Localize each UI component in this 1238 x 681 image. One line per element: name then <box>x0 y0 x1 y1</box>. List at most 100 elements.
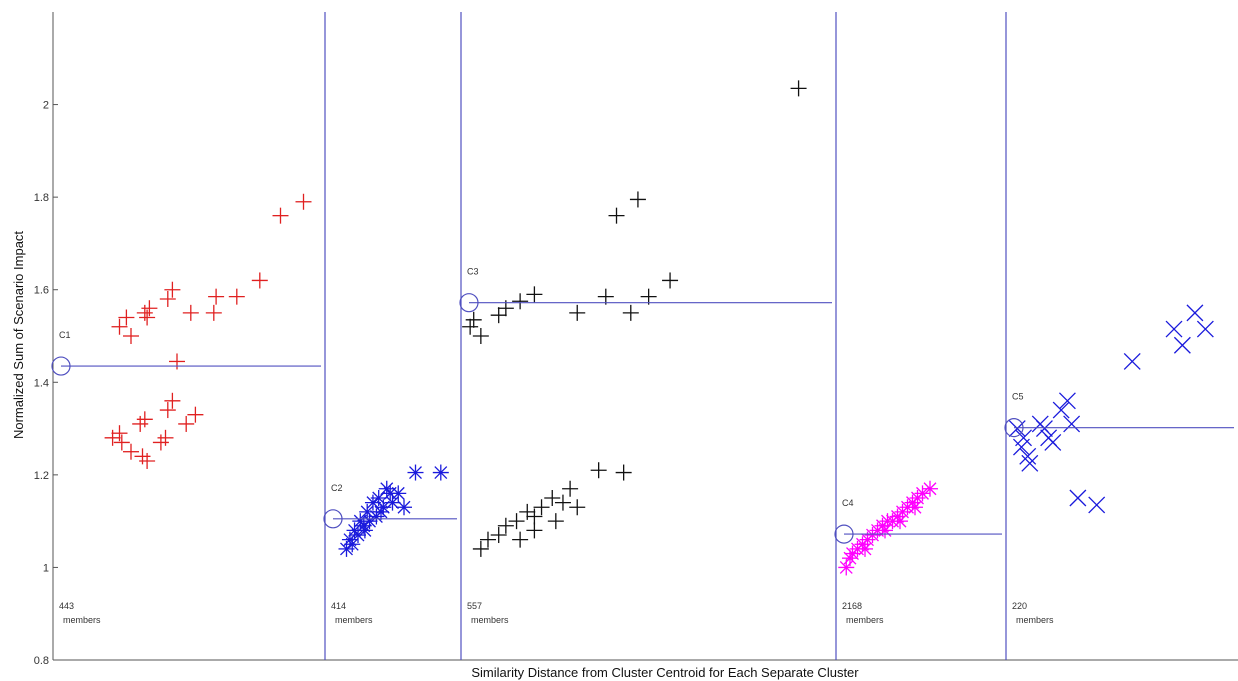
members-label: members <box>846 615 884 625</box>
member-count-label: 2168 <box>842 601 862 611</box>
data-point <box>1123 352 1141 370</box>
data-point <box>892 513 908 530</box>
data-point <box>490 527 507 544</box>
data-point <box>208 288 225 305</box>
data-point <box>490 307 507 324</box>
cluster-c1: C1 443 members <box>51 193 321 625</box>
y-tick-label: 1.8 <box>34 192 49 204</box>
data-point <box>141 300 158 317</box>
data-point <box>554 494 571 511</box>
data-point <box>136 304 153 321</box>
cluster-name-label: C4 <box>842 498 854 508</box>
centroid-marker <box>1004 418 1024 438</box>
data-point <box>640 288 657 305</box>
data-point <box>1173 336 1191 354</box>
data-point <box>526 522 543 539</box>
data-point <box>396 499 412 516</box>
data-point <box>1035 420 1053 438</box>
data-point <box>272 207 289 224</box>
data-point <box>1052 401 1070 419</box>
data-point <box>662 272 679 289</box>
y-tick-label: 1.4 <box>34 377 49 389</box>
data-point <box>205 304 222 321</box>
cluster-name-label: C2 <box>331 483 343 493</box>
data-point <box>508 513 525 530</box>
data-point <box>1088 496 1106 514</box>
data-point <box>857 540 873 557</box>
data-point <box>1063 415 1081 433</box>
data-point <box>512 293 529 310</box>
cluster-name-label: C3 <box>467 267 479 277</box>
data-point <box>512 531 529 548</box>
data-point <box>472 328 489 344</box>
cluster-name-label: C1 <box>59 330 71 340</box>
data-point <box>136 411 153 428</box>
data-point <box>1044 433 1062 451</box>
x-axis-title: Similarity Distance from Cluster Centroi… <box>471 665 859 680</box>
data-point <box>432 464 449 481</box>
data-point <box>547 513 564 530</box>
data-point <box>159 290 176 307</box>
data-point <box>1186 304 1204 322</box>
data-point <box>1058 392 1076 410</box>
data-point <box>164 281 181 298</box>
cluster-c3: C3 557 members <box>459 80 832 625</box>
data-point <box>344 536 361 553</box>
y-tick-label: 1.2 <box>34 470 49 482</box>
y-tick-label: 2 <box>43 100 49 112</box>
cluster-name-label: C5 <box>1012 392 1024 402</box>
data-point <box>384 494 401 511</box>
member-count-label: 443 <box>59 601 74 611</box>
y-tick-label: 1.6 <box>34 285 49 297</box>
data-point <box>139 452 156 469</box>
data-point <box>295 193 312 210</box>
data-point <box>159 402 176 419</box>
centroid-marker <box>834 524 854 544</box>
data-point <box>533 499 550 516</box>
centroid-marker <box>51 356 71 376</box>
data-point <box>182 304 199 321</box>
data-point <box>590 462 607 479</box>
data-point <box>907 499 923 516</box>
member-count-label: 220 <box>1012 601 1027 611</box>
data-point <box>544 490 561 506</box>
centroid-marker <box>323 509 343 529</box>
data-point <box>378 480 395 497</box>
y-axis-title: Normalized Sum of Scenario Impact <box>11 231 26 439</box>
data-point <box>118 309 135 326</box>
members-label: members <box>471 615 509 625</box>
member-count-label: 414 <box>331 601 346 611</box>
data-point <box>375 499 392 516</box>
data-point <box>1015 429 1032 447</box>
data-point <box>123 328 139 344</box>
data-point <box>341 531 358 548</box>
clusters: C1 443 members C2 414 members C3 557 members C4 21… <box>51 80 1234 625</box>
data-point <box>407 464 424 481</box>
data-point <box>608 207 625 224</box>
y-tick-label: 0.8 <box>34 655 49 667</box>
data-point <box>877 522 893 539</box>
data-point <box>622 304 639 321</box>
data-point <box>187 406 204 423</box>
data-point <box>123 443 139 460</box>
members-label: members <box>335 615 373 625</box>
data-point <box>1069 489 1087 507</box>
data-point <box>519 503 536 520</box>
data-point <box>157 429 174 446</box>
y-tick-label: 1 <box>43 562 49 574</box>
data-point <box>169 353 185 370</box>
cluster-dividers <box>324 12 1007 660</box>
data-point <box>569 304 586 321</box>
data-point <box>104 429 121 446</box>
data-point <box>1008 420 1026 438</box>
data-point <box>472 540 489 557</box>
data-point <box>228 288 245 305</box>
data-point <box>842 550 858 567</box>
members-label: members <box>1016 615 1054 625</box>
data-point <box>1196 320 1214 338</box>
centroid-marker <box>459 293 479 313</box>
cluster-c4: C4 2168 members <box>834 480 1002 625</box>
data-point <box>139 309 156 326</box>
members-label: members <box>63 615 101 625</box>
data-point <box>1019 447 1037 465</box>
